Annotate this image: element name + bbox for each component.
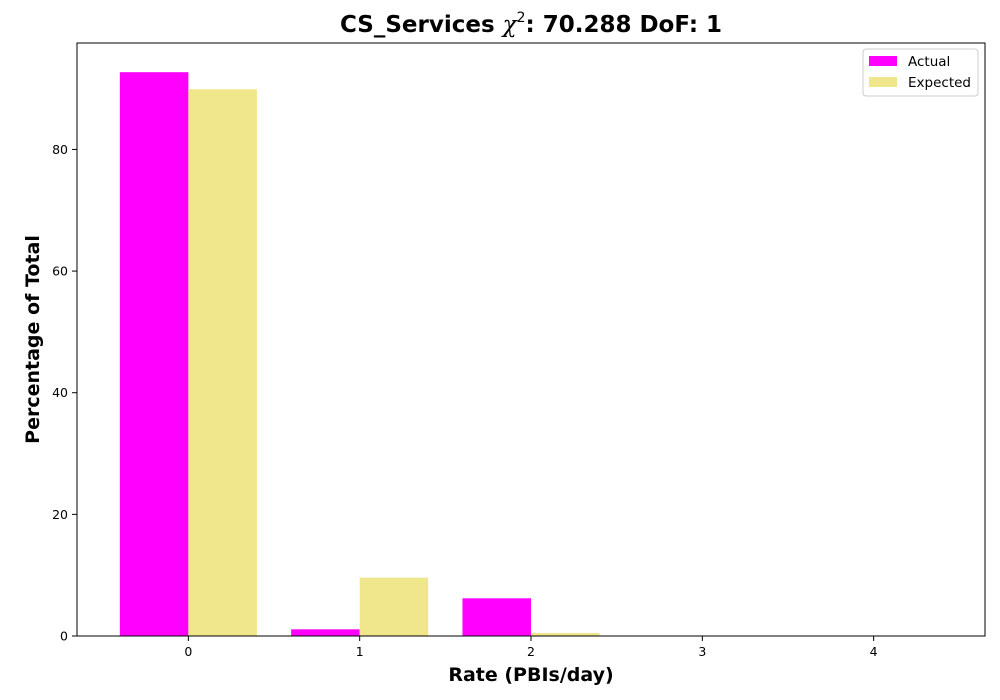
chart-title: CS_Services χ2: 70.288 DoF: 1 bbox=[340, 10, 722, 38]
x-tick-label: 4 bbox=[870, 644, 878, 659]
bar-actual-0 bbox=[120, 72, 189, 636]
legend-label-actual: Actual bbox=[908, 54, 950, 70]
y-axis-ticks: 0 20 40 60 80 bbox=[52, 142, 77, 644]
legend-swatch-actual bbox=[869, 56, 897, 66]
bar-expected-1 bbox=[360, 578, 429, 636]
bar-expected-0 bbox=[188, 89, 257, 636]
bar-actual-2 bbox=[462, 598, 531, 636]
y-tick-label: 40 bbox=[52, 385, 68, 400]
x-tick-label: 2 bbox=[527, 644, 535, 659]
bar-actual-1 bbox=[291, 629, 360, 636]
x-axis-ticks: 0 1 2 3 4 bbox=[184, 636, 877, 659]
y-tick-label: 0 bbox=[60, 629, 68, 644]
x-tick-label: 1 bbox=[356, 644, 364, 659]
y-tick-label: 20 bbox=[52, 507, 68, 522]
x-tick-label: 0 bbox=[184, 644, 192, 659]
legend: Actual Expected bbox=[863, 49, 978, 96]
legend-label-expected: Expected bbox=[908, 75, 971, 91]
x-axis-label: Rate (PBIs/day) bbox=[448, 664, 613, 686]
y-tick-label: 60 bbox=[52, 264, 68, 279]
y-axis-label: Percentage of Total bbox=[22, 235, 44, 444]
x-tick-label: 3 bbox=[698, 644, 706, 659]
y-tick-label: 80 bbox=[52, 142, 68, 157]
legend-swatch-expected bbox=[869, 77, 897, 87]
bars bbox=[120, 72, 600, 636]
